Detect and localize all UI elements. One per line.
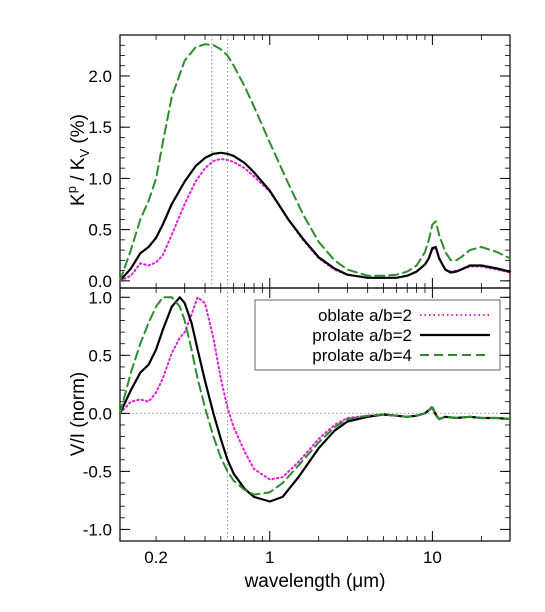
top-y-axis-label: Kp / KV (%): [64, 114, 92, 206]
bottom-axis-ticks: -1.0 -0.5 0.0 0.5 1.0 0.2 1 10: [83, 288, 511, 567]
legend-label: prolate a/b=2: [312, 326, 412, 345]
y-tick-label: 1.5: [88, 118, 112, 137]
bottom-y-axis-label: V/I (norm): [68, 372, 89, 456]
y-tick-label: 1.0: [88, 288, 112, 307]
series-line-prolate-a-b-4: [119, 43, 511, 282]
series-line-prolate-a-b-4: [119, 296, 511, 496]
legend-label: prolate a/b=4: [312, 346, 412, 365]
x-tick-label: 1: [265, 548, 274, 567]
y-tick-label: 0.5: [88, 221, 112, 240]
y-tick-label: 0.5: [88, 346, 112, 365]
top-axis-ticks: 0.0 0.5 1.0 1.5 2.0: [88, 35, 511, 291]
bottom-series-group: [118, 296, 512, 503]
top-series-group: [118, 43, 512, 282]
bottom-reference-lines: [120, 288, 510, 541]
top-plot-frame: [119, 34, 511, 289]
y-tick-label: -1.0: [83, 520, 112, 539]
y-tick-label: 0.0: [88, 404, 112, 423]
legend-label: oblate a/b=2: [318, 306, 412, 325]
bottom-plot-frame: [119, 287, 511, 542]
y-tick-label: -0.5: [83, 462, 112, 481]
x-tick-label: 0.2: [144, 548, 168, 567]
series-line-prolate-a-b-2: [118, 151, 512, 282]
series-line-oblate-a-b-2: [119, 157, 511, 282]
bottom-panel: -1.0 -0.5 0.0 0.5 1.0 0.2 1 10 V/I (norm) wavel…: [68, 287, 512, 592]
x-tick-label: 10: [423, 548, 442, 567]
y-tick-label: 0.0: [88, 272, 112, 291]
y-tick-label: 1.0: [88, 169, 112, 188]
top-panel: 0.0 0.5 1.0 1.5 2.0 Kp / KV (%): [64, 34, 512, 291]
x-axis-label: wavelength (μm): [244, 571, 386, 592]
y-tick-label: 2.0: [88, 67, 112, 86]
